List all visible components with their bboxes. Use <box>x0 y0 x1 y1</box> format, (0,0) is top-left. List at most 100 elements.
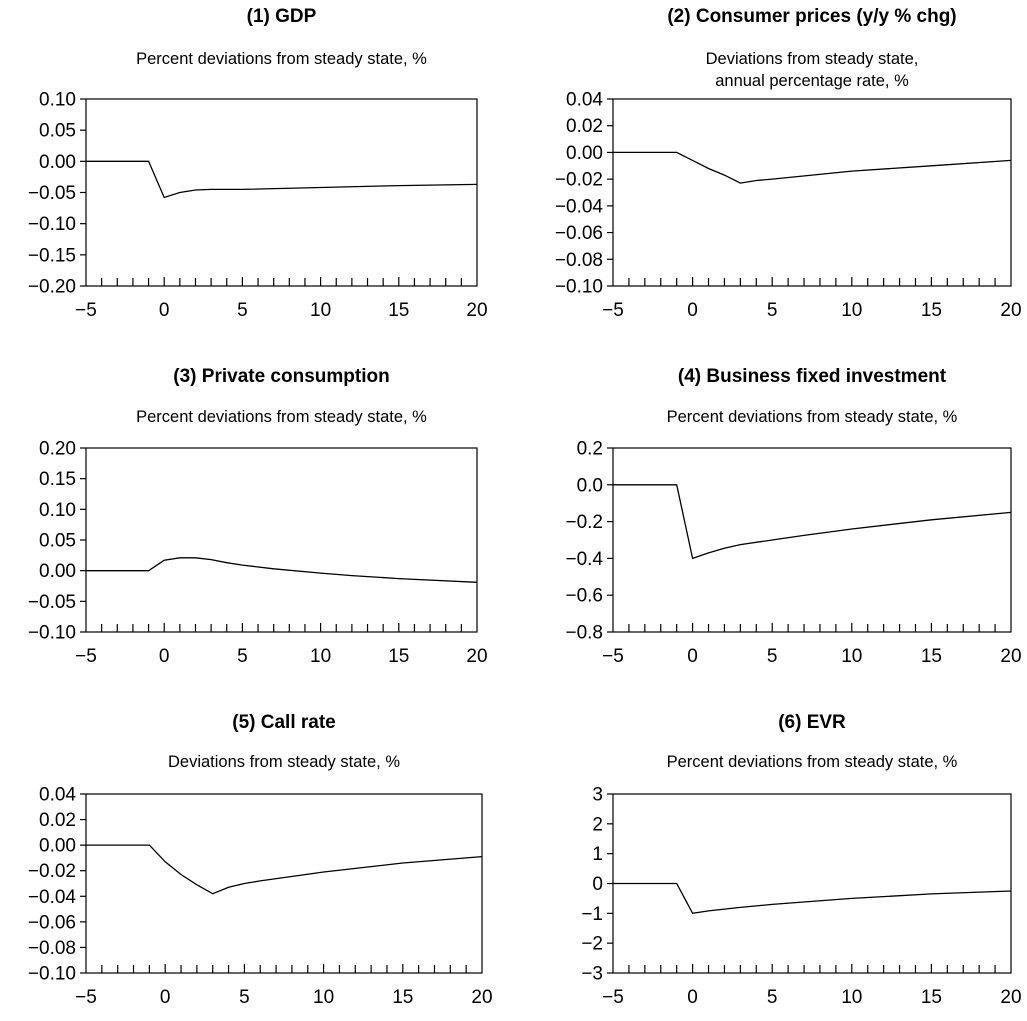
y-tick-label: 0.00 <box>39 836 76 857</box>
chart-subtitle: Percent deviations from steady state, % <box>667 408 958 426</box>
chart-title: (2) Consumer prices (y/y % chg) <box>667 6 956 27</box>
y-tick-label: 0.04 <box>39 785 76 806</box>
x-tick-label: −5 <box>602 987 624 1008</box>
series-line <box>613 151 1012 184</box>
chart-subtitle: annual percentage rate, % <box>715 72 909 90</box>
x-tick-label: 15 <box>921 987 942 1008</box>
y-tick-label: −0.02 <box>28 861 76 882</box>
plot-frame <box>85 98 478 287</box>
x-tick-label: 5 <box>767 646 778 667</box>
x-tick-label: 10 <box>310 646 331 667</box>
series-line <box>613 882 1012 915</box>
y-tick-label: −2 <box>581 934 603 955</box>
x-tick-label: −5 <box>602 300 624 321</box>
series-line <box>86 557 478 583</box>
y-tick-label: −0.04 <box>28 887 77 908</box>
series-line <box>86 844 483 895</box>
x-tick-label: 15 <box>921 646 942 667</box>
y-tick-label: 0.15 <box>39 469 76 490</box>
y-tick-label: −0.6 <box>565 586 603 607</box>
y-tick-label: 3 <box>592 785 603 806</box>
x-tick-label: 0 <box>159 300 170 321</box>
y-tick-label: 0.04 <box>566 90 603 111</box>
x-tick-label: 10 <box>841 646 862 667</box>
y-tick-label: −0.05 <box>28 592 76 613</box>
x-tick-label: 10 <box>841 987 862 1008</box>
y-tick-label: 0.0 <box>577 475 603 496</box>
x-tick-label: 15 <box>921 300 942 321</box>
chart-title: (3) Private consumption <box>173 366 389 387</box>
chart-panel-2: (2) Consumer prices (y/y % chg) Deviation… <box>555 6 1022 321</box>
y-tick-label: −0.08 <box>28 938 76 959</box>
chart-panel-3: (3) Private consumption Percent deviation… <box>28 366 488 667</box>
y-tick-label: −0.4 <box>565 549 603 570</box>
x-tick-label: 15 <box>388 646 409 667</box>
x-tick-label: −5 <box>75 646 97 667</box>
chart-panel-4: (4) Business fixed investment Percent dev… <box>565 366 1021 667</box>
y-tick-label: 0.2 <box>577 439 603 460</box>
chart-panel-6: (6) EVR Percent deviations from steady st… <box>581 712 1021 1008</box>
y-tick-label: −0.02 <box>555 170 603 191</box>
x-tick-label: −5 <box>602 646 624 667</box>
y-tick-label: −0.20 <box>28 277 76 298</box>
plot-frame <box>612 98 1012 287</box>
y-tick-label: 2 <box>592 814 603 835</box>
x-tick-label: 20 <box>1000 987 1021 1008</box>
chart-panel-1: (1) GDP Percent deviations from steady st… <box>28 6 488 321</box>
x-tick-label: 10 <box>310 300 331 321</box>
x-tick-label: 20 <box>1000 646 1021 667</box>
x-tick-label: 5 <box>237 300 248 321</box>
x-tick-label: 20 <box>466 300 487 321</box>
x-tick-label: 20 <box>1000 300 1021 321</box>
chart-title: (6) EVR <box>778 712 846 733</box>
plot-frame <box>612 447 1012 633</box>
x-tick-label: 5 <box>767 987 778 1008</box>
x-tick-label: 0 <box>159 646 170 667</box>
chart-title: (4) Business fixed investment <box>678 366 947 387</box>
series-line <box>613 484 1012 560</box>
y-tick-label: −3 <box>581 964 603 985</box>
y-tick-label: 0.10 <box>39 500 76 521</box>
x-tick-label: 20 <box>466 646 487 667</box>
y-tick-label: 0.10 <box>39 90 76 111</box>
y-tick-label: 0.20 <box>39 439 76 460</box>
chart-title: (1) GDP <box>247 6 317 27</box>
x-tick-label: 0 <box>687 300 698 321</box>
y-tick-label: −0.2 <box>565 512 603 533</box>
y-tick-label: −1 <box>581 904 603 925</box>
x-tick-label: 5 <box>239 987 250 1008</box>
y-tick-label: −0.8 <box>565 623 603 644</box>
x-tick-label: 15 <box>392 987 413 1008</box>
x-tick-label: 0 <box>687 646 698 667</box>
y-tick-label: −0.15 <box>28 245 76 266</box>
y-tick-label: −0.10 <box>555 277 603 298</box>
chart-panel-5: (5) Call rate Deviations from steady stat… <box>28 712 493 1008</box>
y-tick-label: −0.04 <box>555 196 604 217</box>
chart-subtitle: Percent deviations from steady state, % <box>136 50 427 68</box>
x-tick-label: −5 <box>75 300 97 321</box>
y-tick-label: 0.00 <box>39 152 76 173</box>
x-tick-label: −5 <box>75 987 97 1008</box>
chart-subtitle: Deviations from steady state, % <box>168 753 400 771</box>
y-tick-label: 0.02 <box>566 116 603 137</box>
x-tick-label: 5 <box>237 646 248 667</box>
y-tick-label: 0 <box>592 874 603 895</box>
y-tick-label: 0.00 <box>39 561 76 582</box>
y-tick-label: −0.06 <box>555 223 603 244</box>
plot-frame <box>85 793 483 974</box>
chart-subtitle: Percent deviations from steady state, % <box>136 408 427 426</box>
x-tick-label: 10 <box>841 300 862 321</box>
y-tick-label: −0.10 <box>28 623 76 644</box>
y-tick-label: −0.10 <box>28 964 76 985</box>
x-tick-label: 0 <box>687 987 698 1008</box>
chart-subtitle: Deviations from steady state, <box>706 50 919 68</box>
plot-frame <box>85 447 478 633</box>
y-tick-label: 0.02 <box>39 810 76 831</box>
y-tick-label: 1 <box>592 844 603 865</box>
y-tick-label: 0.05 <box>39 121 76 142</box>
x-tick-label: 10 <box>313 987 334 1008</box>
x-tick-label: 0 <box>160 987 171 1008</box>
x-tick-label: 20 <box>471 987 492 1008</box>
y-tick-label: −0.08 <box>555 250 603 271</box>
y-tick-label: 0.00 <box>566 143 603 164</box>
